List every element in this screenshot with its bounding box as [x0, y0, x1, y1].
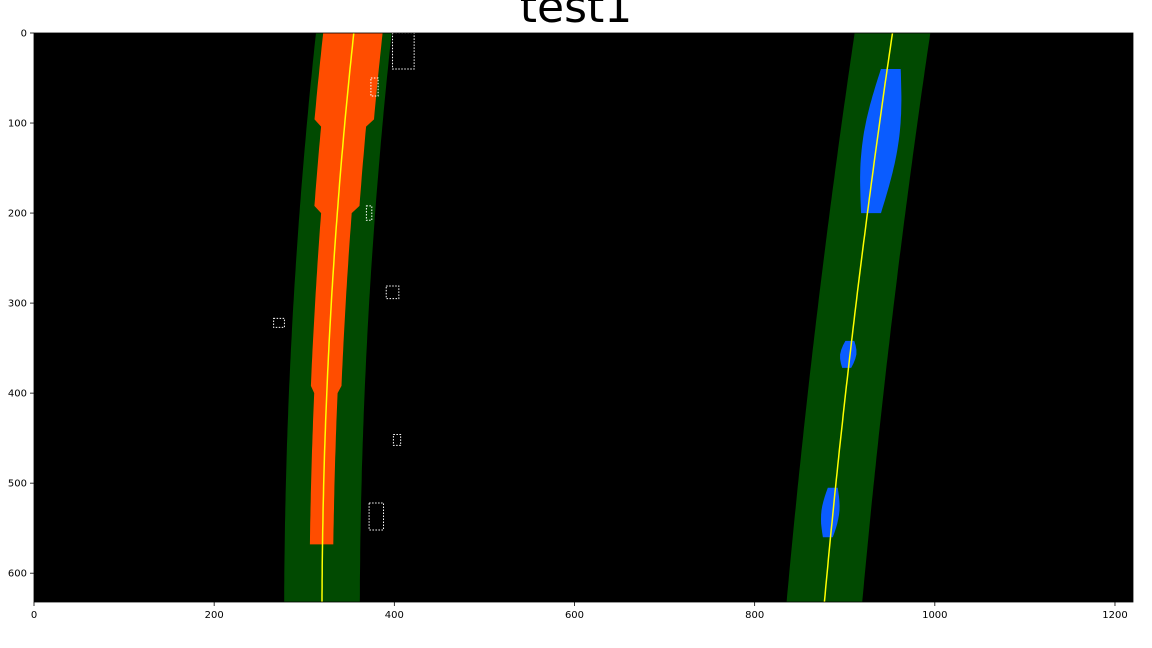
x-tick-label: 1000 — [922, 610, 947, 621]
warped-image-background — [34, 33, 1133, 602]
left-lane-pixels — [309, 33, 383, 545]
y-tick-label: 600 — [8, 569, 27, 580]
y-tick-label: 400 — [8, 389, 27, 400]
y-tick-label: 0 — [21, 29, 27, 40]
noise-pixels — [385, 285, 400, 300]
y-axis-ticks: 0 100 200 300 400 500 600 — [8, 29, 34, 580]
noise-pixels — [365, 205, 373, 221]
y-tick-label: 100 — [8, 119, 27, 130]
noise-pixels — [368, 502, 385, 531]
y-tick-label: 500 — [8, 479, 27, 490]
noise-pixels — [392, 434, 402, 446]
x-tick-label: 800 — [745, 610, 764, 621]
noise-pixels — [273, 317, 285, 328]
x-tick-label: 400 — [385, 610, 404, 621]
right-lane-pixels — [840, 340, 857, 368]
lane-layer — [273, 32, 931, 603]
right-lane-fit-line — [823, 32, 894, 603]
plot-area — [33, 32, 1134, 603]
axes-frame — [33, 32, 1134, 603]
x-tick-label: 200 — [205, 610, 224, 621]
x-axis-ticks: 0 200 400 600 800 1000 1200 — [31, 602, 1128, 621]
noise-pixels — [392, 32, 415, 70]
x-tick-label: 600 — [565, 610, 584, 621]
noise-pixels — [370, 77, 379, 97]
x-tick-label: 1200 — [1102, 610, 1127, 621]
right-lane-pixels — [860, 69, 902, 214]
right-lane-search-window — [786, 33, 931, 602]
figure-title: test1 — [519, 0, 633, 33]
y-tick-label: 200 — [8, 209, 27, 220]
x-tick-label: 0 — [31, 610, 37, 621]
left-lane-fit-line — [321, 32, 355, 602]
y-tick-label: 300 — [8, 299, 27, 310]
